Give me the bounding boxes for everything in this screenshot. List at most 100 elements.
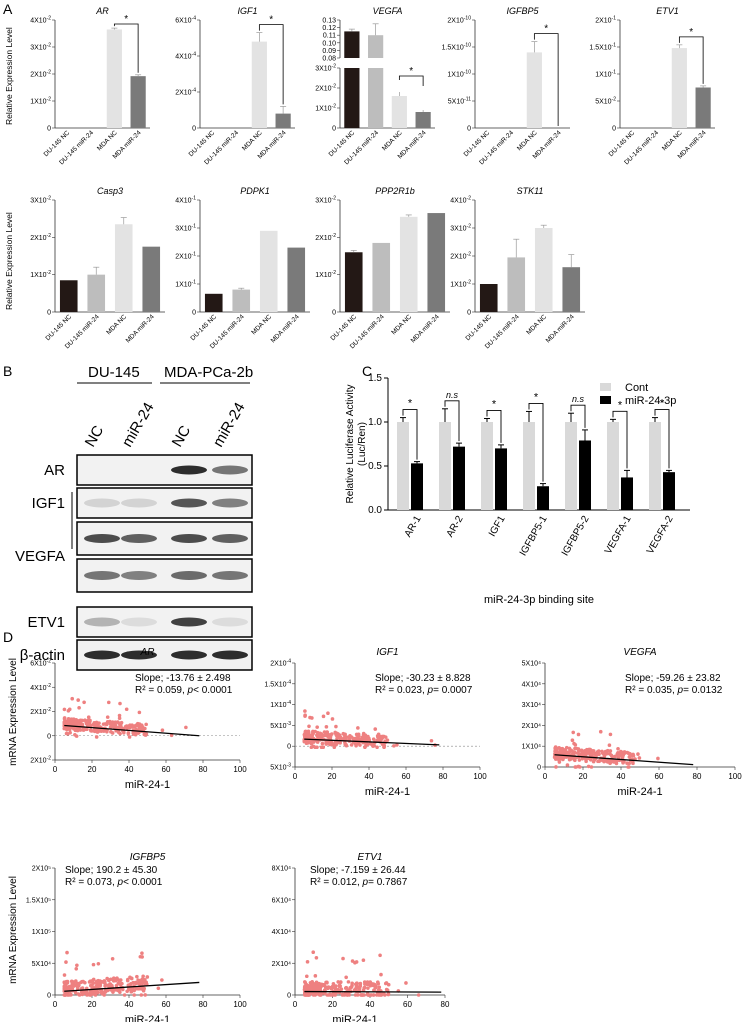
scatter-point bbox=[321, 714, 326, 719]
scatter-point bbox=[378, 953, 382, 958]
scatter-point bbox=[375, 738, 379, 743]
y-tick-label: 5X10-2 bbox=[595, 97, 616, 106]
scatter-point bbox=[145, 975, 150, 979]
scatter-point bbox=[363, 745, 367, 750]
scatter-point bbox=[591, 759, 596, 764]
scatter-point bbox=[334, 724, 338, 729]
scatter-point bbox=[314, 955, 319, 960]
scatter-title: AR bbox=[140, 647, 155, 658]
scatter-point bbox=[115, 977, 119, 982]
scatter-point bbox=[76, 698, 80, 702]
scatter-point bbox=[86, 715, 91, 720]
scatter-point bbox=[370, 742, 374, 747]
scatter-point bbox=[596, 759, 600, 764]
scatter-point bbox=[604, 759, 609, 763]
scatter-point bbox=[95, 990, 100, 995]
scatter-point bbox=[80, 718, 84, 723]
bar bbox=[130, 76, 146, 128]
y-tick-label: 6X10⁴ bbox=[272, 897, 291, 904]
scatter-point bbox=[332, 745, 337, 750]
scatter-point bbox=[129, 976, 134, 981]
blot-band bbox=[212, 498, 248, 508]
x-category-label: AR-1 bbox=[403, 514, 424, 540]
scatter-point bbox=[90, 722, 95, 727]
blot-band bbox=[171, 571, 207, 580]
y-tick-label: 1X10-2 bbox=[30, 270, 51, 279]
significance-label: * bbox=[660, 398, 665, 410]
scatter-point bbox=[337, 733, 342, 737]
x-category-label: MDA NC bbox=[96, 129, 119, 152]
bar bbox=[344, 31, 360, 58]
y-tick-label: 0 bbox=[332, 310, 336, 317]
scatter-point bbox=[114, 983, 119, 988]
scatter-point bbox=[429, 738, 434, 743]
scatter-point bbox=[71, 721, 75, 726]
x-axis-label: miR-24-1 bbox=[365, 786, 410, 798]
y-tick-label: 2X10-1 bbox=[595, 16, 616, 25]
significance-label: * bbox=[492, 398, 497, 410]
x-tick-label: 80 bbox=[693, 772, 702, 781]
x-axis-label: miR-24-1 bbox=[125, 779, 170, 791]
scatter-point bbox=[328, 742, 332, 747]
y-tick-label: 4X10-2 bbox=[30, 683, 51, 692]
x-tick-label: 20 bbox=[328, 772, 337, 781]
significance-bracket bbox=[398, 75, 424, 86]
scatter-point bbox=[110, 987, 114, 992]
scatter-point bbox=[625, 750, 630, 755]
y-tick-label: 1X10-2 bbox=[30, 97, 51, 106]
y-tick-label: 5X10⁴ bbox=[522, 661, 541, 668]
scatter-point bbox=[132, 731, 136, 736]
scatter-point bbox=[87, 722, 92, 727]
blot-band bbox=[121, 534, 157, 543]
significance-bracket bbox=[258, 24, 284, 105]
panel-d-scatter: mRNA Expression Level mRNA Expression Lev… bbox=[8, 647, 742, 1022]
x-category-label: MDA miR-24 bbox=[270, 313, 301, 344]
scatter-point bbox=[133, 723, 138, 728]
scatter-point bbox=[353, 987, 358, 992]
bar bbox=[287, 247, 306, 312]
slope-text: Slope; 190.2 ± 45.30 bbox=[65, 865, 158, 876]
scatter-point bbox=[344, 985, 349, 990]
bar-mir-24-3p bbox=[495, 448, 507, 510]
scatter-point bbox=[656, 756, 660, 761]
scatter-point bbox=[313, 974, 318, 978]
y-tick-label: 0 bbox=[287, 993, 291, 1000]
scatter-point bbox=[416, 993, 421, 997]
scatter-point bbox=[118, 978, 123, 982]
significance-bracket bbox=[654, 409, 670, 469]
group-label-mda: MDA-PCa-2b bbox=[164, 364, 253, 381]
scatter-point bbox=[362, 735, 367, 740]
blot-row-label: IGF1 bbox=[32, 495, 65, 512]
scatter-point bbox=[91, 962, 96, 967]
y-tick-label: 5X10-11 bbox=[448, 97, 471, 106]
bar bbox=[671, 48, 687, 128]
scatter-point bbox=[134, 981, 138, 986]
bar-cont bbox=[523, 422, 535, 510]
scatter-point bbox=[75, 720, 79, 724]
r2-value: R² = 0.023, bbox=[375, 685, 428, 696]
scatter-point bbox=[629, 753, 634, 758]
scatter-point bbox=[371, 737, 376, 741]
scatter-point bbox=[392, 744, 396, 748]
scatter-point bbox=[342, 736, 347, 740]
scatter-point bbox=[113, 720, 118, 724]
scatter-point bbox=[126, 731, 131, 735]
significance-label: n.s bbox=[446, 390, 459, 400]
y-tick-label: 0 bbox=[332, 126, 336, 133]
regression-line bbox=[64, 724, 200, 737]
x-tick-label: 100 bbox=[233, 1000, 247, 1009]
scatter-point bbox=[101, 722, 106, 726]
scatter-point bbox=[117, 713, 122, 718]
scatter-point bbox=[143, 993, 148, 997]
blot-band bbox=[212, 465, 248, 475]
x-axis-label: miR-24-1 bbox=[617, 786, 662, 798]
scatter-point bbox=[350, 959, 355, 963]
scatter-point bbox=[100, 992, 105, 996]
x-tick-label: 0 bbox=[53, 765, 58, 774]
scatter-point bbox=[342, 993, 347, 997]
scatter-point bbox=[586, 749, 591, 753]
scatter-point bbox=[573, 765, 578, 769]
x-tick-label: 40 bbox=[366, 1000, 375, 1009]
